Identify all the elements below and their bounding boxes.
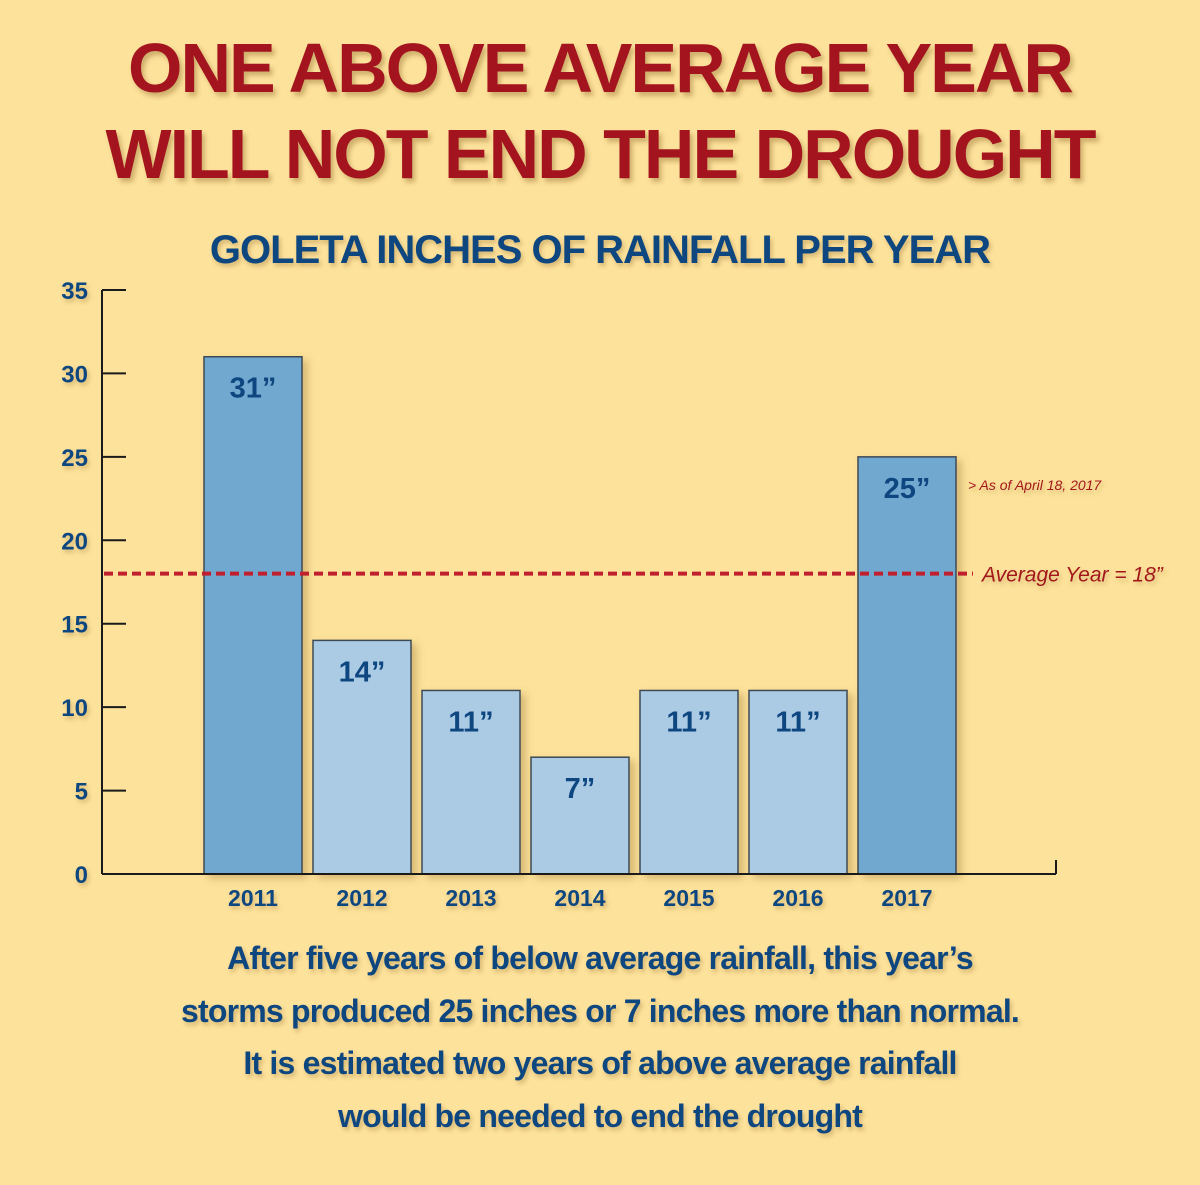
chart-subtitle: GOLETA INCHES OF RAINFALL PER YEAR	[209, 228, 991, 272]
y-tick-label-20: 20	[61, 528, 88, 555]
data-label-2014: 7”	[565, 773, 596, 805]
y-tick-label-30: 30	[61, 361, 88, 388]
data-label-2013: 11”	[448, 706, 493, 738]
bar-2011	[203, 355, 303, 875]
average-year-label: Average Year = 18”	[980, 564, 1164, 587]
x-tick-label-2011: 2011	[228, 885, 278, 911]
as-of-date-annotation: > As of April 18, 2017	[968, 477, 1102, 493]
data-label-2016: 11”	[775, 706, 820, 738]
bar-2012	[312, 639, 412, 875]
caption-line-4: would be needed to end the drought	[338, 1097, 863, 1134]
bar-2017	[857, 456, 957, 875]
y-tick-label-15: 15	[61, 612, 88, 639]
y-tick-label-35: 35	[61, 278, 88, 305]
data-label-2015: 11”	[666, 706, 711, 738]
data-label-2017: 25”	[884, 473, 931, 505]
data-label-2011: 31”	[230, 373, 277, 405]
x-tick-label-2017: 2017	[881, 885, 932, 911]
y-tick-label-5: 5	[75, 779, 88, 806]
title-line-1: ONE ABOVE AVERAGE YEAR	[128, 29, 1074, 107]
x-tick-label-2013: 2013	[445, 885, 496, 911]
caption-line-3: It is estimated two years of above avera…	[243, 1045, 957, 1081]
data-label-2012: 14”	[339, 656, 386, 688]
x-tick-label-2012: 2012	[336, 885, 387, 911]
caption-line-1: After five years of below average rainfa…	[227, 940, 973, 976]
x-tick-label-2015: 2015	[663, 885, 714, 911]
rainfall-bar-chart: 31”201114”201211”20137”201411”201511”201…	[61, 278, 1164, 911]
caption: After five years of below average rainfa…	[0, 932, 1200, 1142]
y-tick-label-25: 25	[61, 445, 88, 472]
y-tick-label-0: 0	[75, 862, 88, 889]
caption-line-2: storms produced 25 inches or 7 inches mo…	[180, 992, 1020, 1029]
y-tick-label-10: 10	[61, 695, 88, 722]
x-tick-label-2014: 2014	[554, 885, 605, 911]
title-line-2: WILL NOT END THE DROUGHT	[105, 115, 1097, 193]
x-tick-label-2016: 2016	[772, 885, 823, 911]
